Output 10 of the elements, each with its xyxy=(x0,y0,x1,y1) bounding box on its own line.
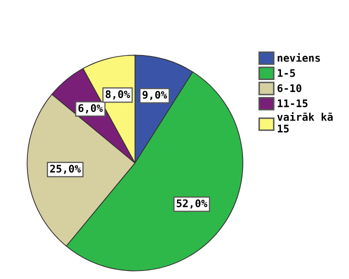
legend-label: 11-15 xyxy=(278,100,308,108)
data-label: 9,0% xyxy=(142,90,168,100)
legend-label: neviens xyxy=(278,53,320,62)
data-label: 6,0% xyxy=(78,104,103,114)
legend-label: vairāk kā 15 xyxy=(277,112,333,133)
data-label: 52,0% xyxy=(176,199,208,209)
legend-label: 6-10 xyxy=(278,84,302,92)
data-label: 8,0% xyxy=(106,90,130,100)
data-label: 25,0% xyxy=(50,164,81,174)
legend-label: 1-5 xyxy=(278,69,295,77)
